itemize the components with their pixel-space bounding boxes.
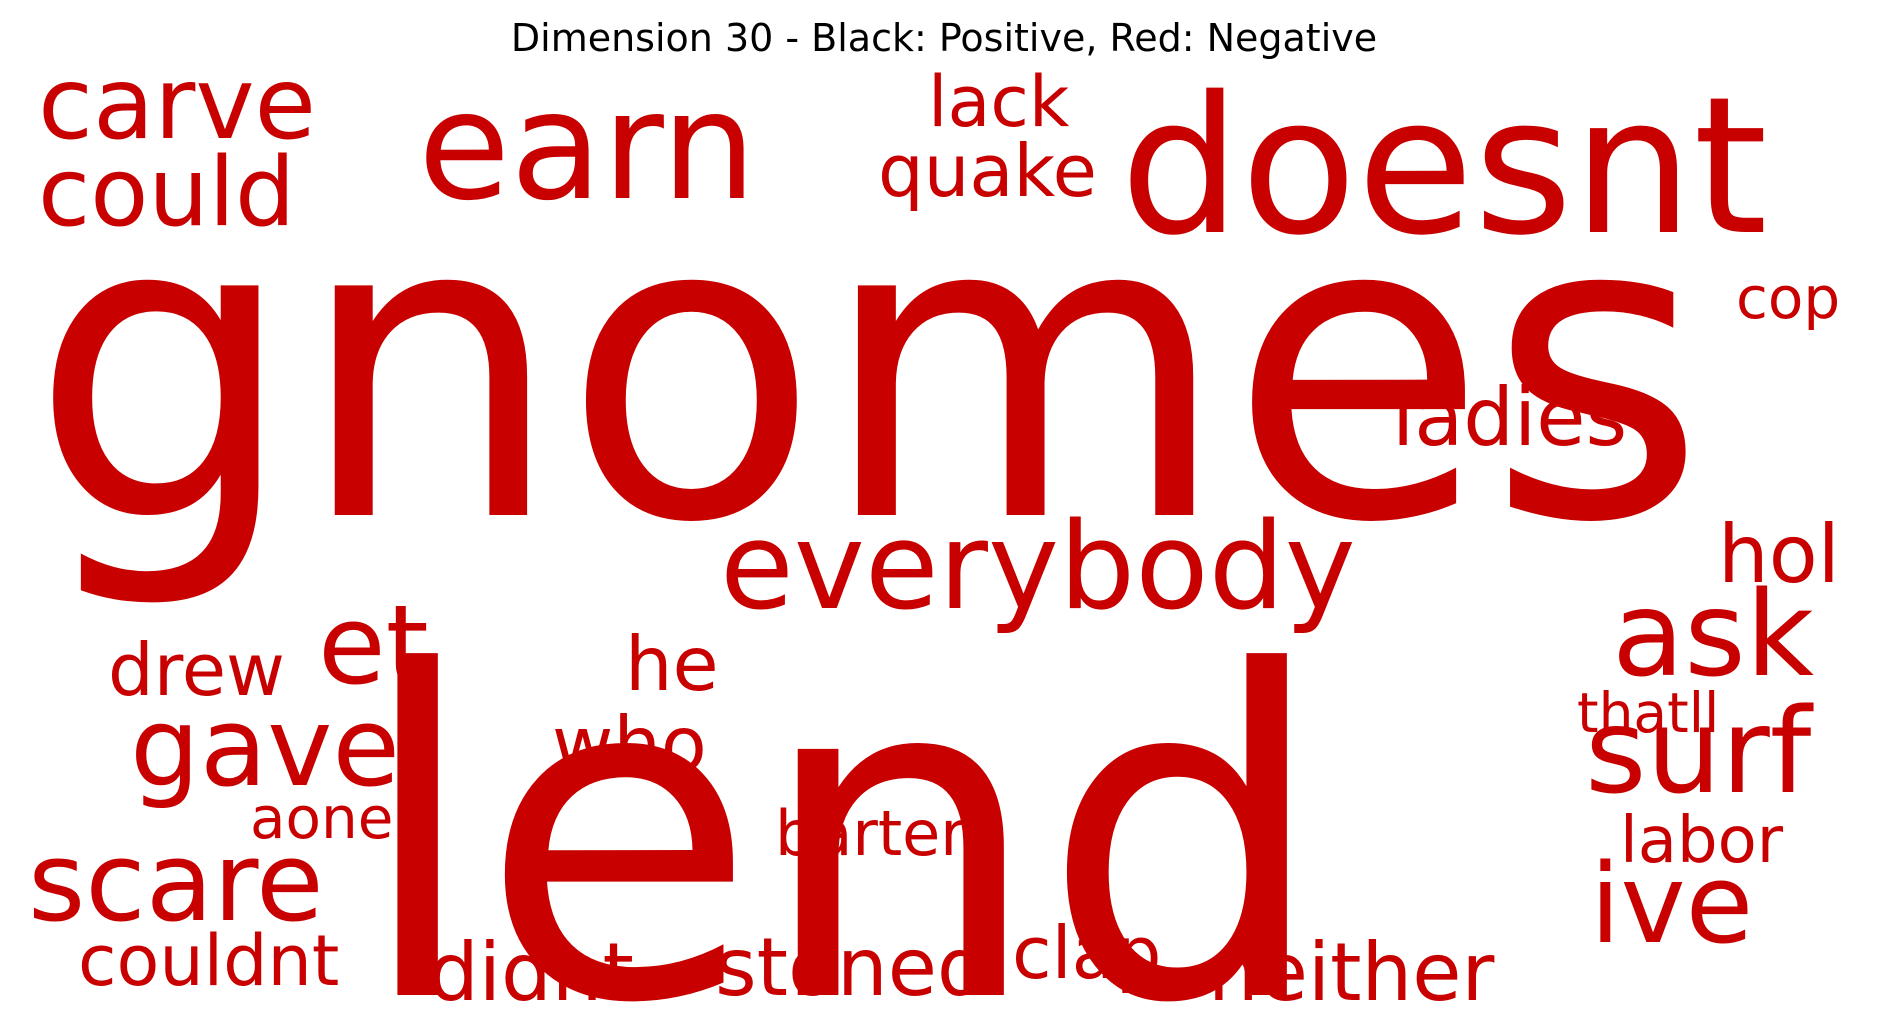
cloud-word-scare: scare	[28, 818, 324, 946]
cloud-word-clap: clap	[1012, 911, 1161, 995]
cloud-word-stoned: stoned	[715, 921, 988, 1010]
cloud-word-aone: aone	[250, 784, 393, 852]
cloud-word-et: et	[318, 581, 429, 709]
cloud-word-hol: hol	[1718, 508, 1840, 601]
cloud-word-surf: surf	[1585, 682, 1814, 820]
cloud-word-could: could	[38, 138, 295, 248]
cloud-word-everybody: everybody	[720, 498, 1356, 637]
cloud-word-earn: earn	[418, 60, 756, 234]
cloud-word-thatll: thatll	[1577, 681, 1719, 745]
cloud-word-cop: cop	[1736, 264, 1840, 332]
cloud-word-doesnt: doesnt	[1120, 56, 1768, 277]
cloud-word-ive: ive	[1590, 840, 1753, 968]
cloud-word-he: he	[625, 620, 719, 708]
cloud-word-who: who	[552, 700, 707, 788]
cloud-word-barter: barter	[775, 797, 966, 870]
cloud-word-lend: lend	[355, 578, 1328, 1010]
chart-title: Dimension 30 - Black: Positive, Red: Neg…	[510, 16, 1378, 60]
cloud-word-carve: carve	[38, 45, 316, 162]
cloud-word-gnomes: gnomes	[30, 126, 1706, 615]
cloud-word-ask: ask	[1612, 565, 1814, 703]
cloud-word-quake: quake	[878, 129, 1097, 213]
cloud-word-gave: gave	[130, 683, 400, 811]
cloud-word-didnt: didnt	[428, 926, 634, 1010]
cloud-word-lack: lack	[928, 61, 1070, 143]
cloud-word-couldnt: couldnt	[78, 920, 339, 1002]
cloud-word-neither: neither	[1208, 926, 1494, 1010]
cloud-word-ladies: ladies	[1392, 371, 1627, 464]
cloud-word-drew: drew	[108, 628, 285, 712]
cloud-word-labor: labor	[1620, 804, 1784, 878]
